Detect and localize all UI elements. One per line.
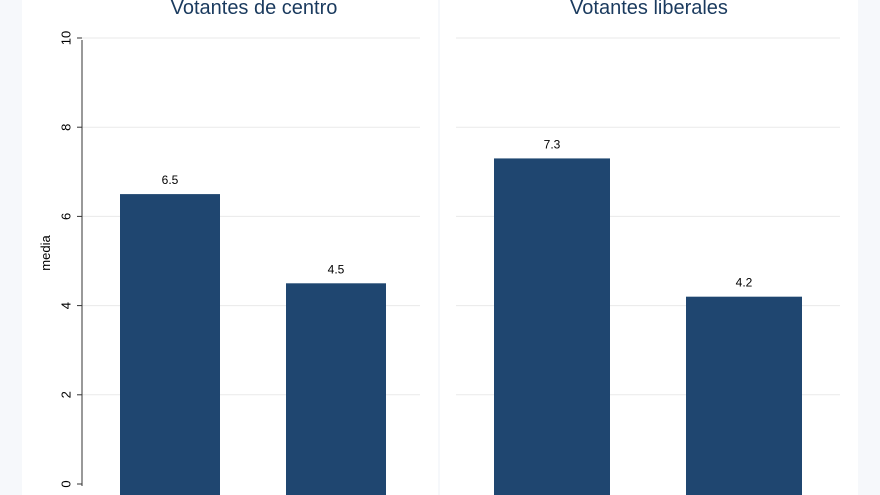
y-tick-label: 6	[59, 213, 74, 220]
chart-panel-liberales: Votantes liberales 7.3 4.2	[440, 0, 858, 495]
bar	[494, 158, 610, 495]
y-ticks-centro: 0 2 4 6 8 10	[59, 31, 82, 488]
y-tick-label: 10	[59, 31, 74, 45]
chart-panel-centro: Votantes de centro 0 2 4 6 8 10 media 6.5 4.5	[22, 0, 438, 495]
y-tick-label: 2	[59, 391, 74, 398]
y-tick-label: 0	[59, 480, 74, 487]
panel-title-liberales: Votantes liberales	[570, 0, 728, 19]
bar	[120, 194, 220, 495]
y-tick-label: 4	[59, 302, 74, 309]
bar-value-label: 6.5	[162, 173, 179, 187]
y-axis-label-centro: media	[38, 235, 53, 271]
bar	[686, 296, 802, 495]
bar-value-label: 4.2	[736, 276, 753, 290]
y-tick-label: 8	[59, 124, 74, 131]
bar-value-label: 4.5	[328, 262, 345, 276]
panel-title-centro: Votantes de centro	[171, 0, 338, 19]
bars-centro: 6.5 4.5	[120, 173, 386, 495]
bars-liberales: 7.3 4.2	[494, 137, 802, 495]
bar-value-label: 7.3	[544, 137, 561, 151]
bar	[286, 283, 386, 495]
